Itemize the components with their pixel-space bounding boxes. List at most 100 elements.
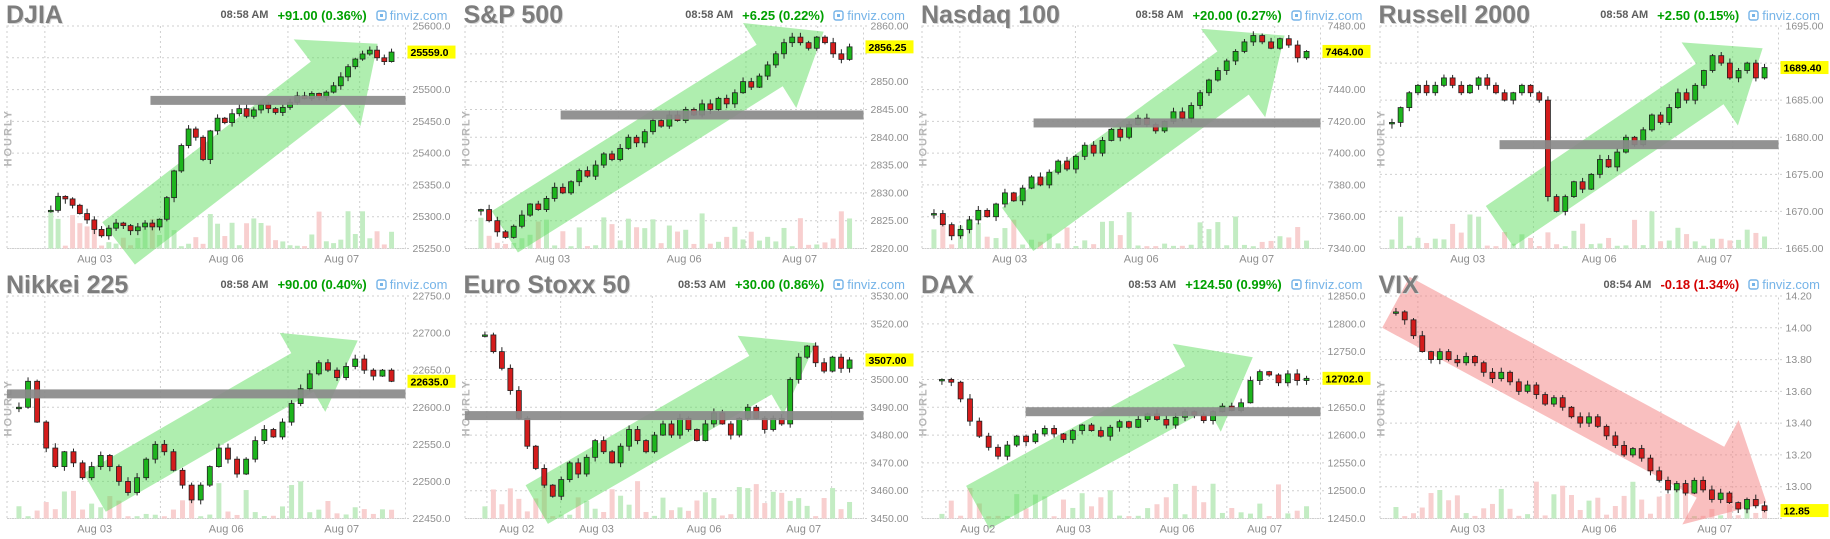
finviz-icon: [1748, 9, 1759, 21]
svg-text:22700.0: 22700.0: [413, 327, 451, 339]
finviz-link-label: finviz.com: [1762, 7, 1820, 23]
chart-panel: Nikkei 225 08:58 AM +90.00 (0.40%) finvi…: [0, 270, 458, 539]
change-badge: +6.25 (0.22%): [742, 7, 825, 23]
price-axis: 22750.0 22700.0 22650.0 22600.0 22550.0 22500…: [413, 290, 451, 525]
candlestick-chart[interactable]: 2860.00 2850.00 2845.00 2840.00 2835.00 2830.…: [458, 0, 916, 270]
chart-title: S&P 500: [463, 1, 564, 29]
svg-text:12850.0: 12850.0: [1328, 290, 1366, 302]
svg-text:12550.0: 12550.0: [1328, 457, 1366, 469]
svg-text:13.00: 13.00: [1785, 481, 1811, 493]
finviz-link[interactable]: finviz.com: [376, 277, 448, 292]
finviz-link-label: finviz.com: [389, 277, 448, 292]
finviz-icon: [376, 9, 387, 21]
svg-text:Aug 06: Aug 06: [1581, 254, 1616, 266]
svg-text:12.85: 12.85: [1783, 505, 1809, 517]
svg-text:25400.0: 25400.0: [413, 148, 451, 160]
svg-text:Aug 07: Aug 07: [1247, 523, 1282, 535]
chart-title: Nasdaq 100: [921, 1, 1060, 29]
candlestick-chart[interactable]: 22750.0 22700.0 22650.0 22600.0 22550.0 22500…: [0, 270, 458, 539]
change-badge: +20.00 (0.27%): [1192, 7, 1282, 23]
finviz-link[interactable]: finviz.com: [833, 277, 905, 292]
date-axis: Aug 03 Aug 06 Aug 07: [77, 523, 359, 535]
candles-layer: [16, 354, 395, 504]
svg-text:25500.0: 25500.0: [413, 84, 451, 96]
svg-text:12800.0: 12800.0: [1328, 318, 1366, 330]
svg-text:2845.00: 2845.00: [870, 104, 908, 116]
candlestick-chart[interactable]: 12850.0 12800.0 12750.0 12650.0 12600.0 12550…: [915, 270, 1373, 539]
chart-header: DAX 08:53 AM +124.50 (0.99%) finviz.com: [915, 270, 1373, 298]
svg-text:1685.00: 1685.00: [1785, 95, 1823, 107]
svg-text:Aug 06: Aug 06: [209, 523, 244, 535]
finviz-icon: [1291, 279, 1302, 290]
svg-text:22750.0: 22750.0: [413, 290, 451, 302]
svg-text:3450.00: 3450.00: [870, 513, 908, 525]
current-price-badge: 2856.25: [865, 40, 913, 54]
candlestick-chart[interactable]: 25600.0 25500.0 25450.0 25400.0 25350.0 25300…: [0, 0, 458, 270]
svg-text:Aug 07: Aug 07: [324, 254, 359, 266]
candlestick-chart[interactable]: 3530.00 3520.00 3500.00 3490.00 3480.00 3470.…: [458, 270, 916, 539]
chart-title: Nikkei 225: [6, 270, 129, 299]
svg-text:Aug 03: Aug 03: [1450, 523, 1485, 535]
svg-text:7480.00: 7480.00: [1328, 21, 1366, 33]
finviz-link[interactable]: finviz.com: [376, 8, 448, 23]
quote-timestamp: 08:58 AM: [1135, 9, 1184, 21]
candlestick-chart[interactable]: 14.20 14.00 13.80 13.60 13.40 13.20 13.00 12.85…: [1373, 270, 1830, 539]
svg-text:3480.00: 3480.00: [870, 429, 908, 441]
quote-timestamp: 08:58 AM: [1600, 9, 1649, 21]
svg-text:Aug 07: Aug 07: [324, 523, 359, 535]
price-axis: 3530.00 3520.00 3500.00 3490.00 3480.00 3470.…: [870, 290, 908, 525]
chart-panel: VIX 08:54 AM -0.18 (1.34%) finviz.com HO…: [1373, 270, 1830, 539]
price-axis: 25600.0 25500.0 25450.0 25400.0 25350.0 25300…: [413, 21, 451, 256]
resistance-bar: [560, 110, 863, 120]
quote-timestamp: 08:53 AM: [678, 278, 726, 291]
date-axis: Aug 03 Aug 06 Aug 07: [992, 254, 1274, 266]
volume-layer: [1388, 211, 1767, 249]
resistance-bar: [1033, 118, 1321, 128]
finviz-link[interactable]: finviz.com: [1748, 8, 1820, 23]
svg-text:Aug 03: Aug 03: [579, 523, 614, 535]
finviz-link-label: finviz.com: [389, 7, 448, 23]
svg-text:2830.00: 2830.00: [870, 187, 908, 199]
price-axis: 1695.00 1685.00 1680.00 1675.00 1670.00 1665.…: [1785, 21, 1823, 256]
finviz-link[interactable]: finviz.com: [1291, 277, 1363, 292]
finviz-link[interactable]: finviz.com: [1748, 277, 1820, 292]
svg-text:25559.0: 25559.0: [411, 47, 449, 59]
svg-text:2856.25: 2856.25: [868, 42, 906, 54]
finviz-icon: [833, 9, 844, 21]
price-axis: 14.20 14.00 13.80 13.60 13.40 13.20 13.00: [1785, 290, 1811, 493]
svg-text:12750.0: 12750.0: [1328, 346, 1366, 358]
uptrend-arrow: [491, 23, 824, 253]
svg-text:Aug 03: Aug 03: [77, 254, 112, 266]
current-price-badge: 7464.00: [1322, 44, 1371, 58]
svg-text:Aug 03: Aug 03: [1056, 523, 1091, 535]
svg-text:12500.0: 12500.0: [1328, 485, 1366, 497]
downtrend-arrow: [1381, 276, 1766, 524]
finviz-link[interactable]: finviz.com: [1291, 8, 1363, 23]
chart-title: Euro Stoxx 50: [463, 270, 631, 299]
svg-text:Aug 06: Aug 06: [209, 254, 244, 266]
svg-text:22635.0: 22635.0: [411, 376, 449, 388]
candlestick-chart[interactable]: 1695.00 1685.00 1680.00 1675.00 1670.00 1665.…: [1373, 0, 1830, 270]
svg-text:7464.00: 7464.00: [1326, 46, 1364, 58]
svg-text:Aug 07: Aug 07: [1239, 254, 1274, 266]
chart-header: VIX 08:54 AM -0.18 (1.34%) finviz.com: [1373, 270, 1830, 298]
date-axis: Aug 03 Aug 06 Aug 07: [1450, 254, 1732, 266]
svg-text:1680.00: 1680.00: [1785, 132, 1823, 144]
svg-text:14.20: 14.20: [1785, 290, 1811, 302]
finviz-link-label: finviz.com: [1304, 277, 1363, 292]
current-price-badge: 25559.0: [407, 45, 456, 59]
date-axis: Aug 02 Aug 03 Aug 06 Aug 07: [499, 523, 821, 535]
date-axis: Aug 02 Aug 03 Aug 06 Aug 07: [960, 523, 1282, 535]
candlestick-chart[interactable]: 7480.00 7440.00 7420.00 7400.00 7380.00 7360.…: [915, 0, 1373, 270]
svg-text:25350.0: 25350.0: [413, 179, 451, 191]
current-price-badge: 12.85: [1780, 503, 1828, 517]
svg-text:3530.00: 3530.00: [870, 290, 908, 302]
uptrend-arrow: [83, 332, 358, 512]
svg-text:Aug 03: Aug 03: [535, 254, 570, 266]
svg-text:12702.0: 12702.0: [1326, 373, 1364, 385]
volume-layer: [931, 212, 1310, 249]
finviz-link[interactable]: finviz.com: [833, 8, 905, 23]
svg-text:2840.00: 2840.00: [870, 132, 908, 144]
quote-timestamp: 08:53 AM: [1128, 278, 1177, 291]
finviz-link-label: finviz.com: [847, 7, 905, 23]
